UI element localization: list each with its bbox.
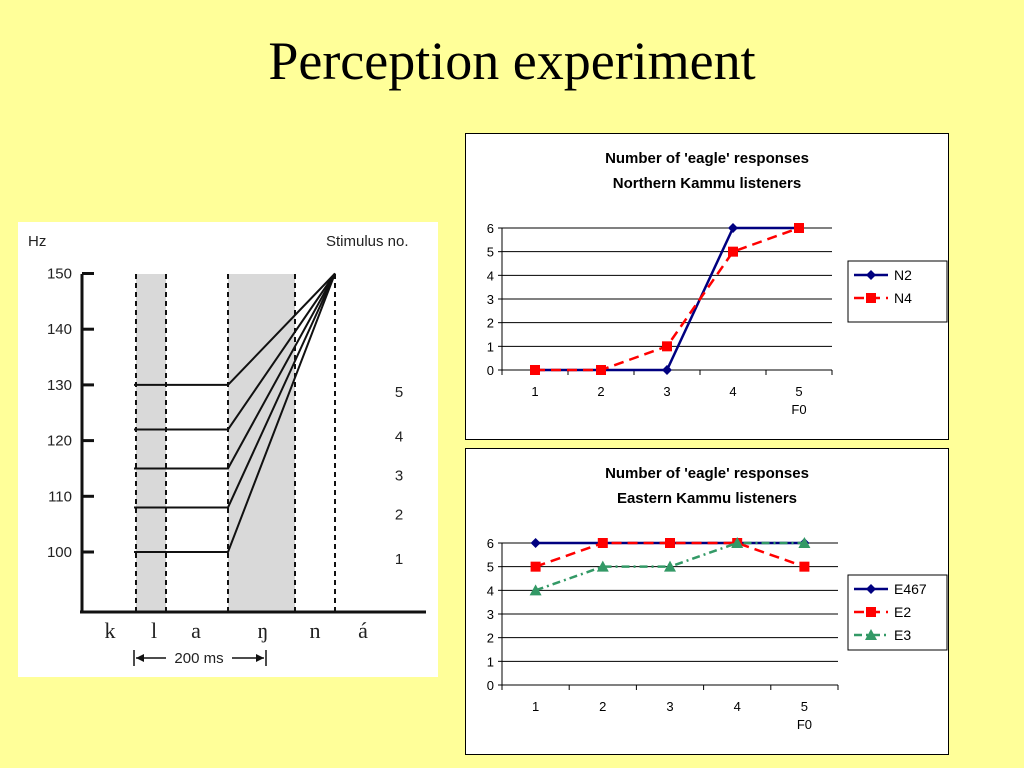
stimulus-number: 5	[395, 384, 403, 401]
data-point	[596, 365, 606, 375]
data-point	[665, 538, 675, 548]
data-point	[529, 584, 542, 596]
y-tick-label: 2	[487, 631, 494, 646]
duration-arrowhead	[136, 654, 144, 662]
y-tick-label: 5	[487, 245, 494, 260]
x-tick-label: 1	[532, 699, 539, 714]
stimulus-number: 3	[395, 467, 403, 484]
data-point	[597, 538, 608, 548]
chart-title: Number of 'eagle' responses	[605, 150, 809, 167]
segment-label: n	[310, 618, 321, 643]
data-point	[664, 560, 676, 572]
legend-label: N4	[894, 290, 912, 306]
data-point	[662, 341, 672, 352]
legend-box	[847, 574, 948, 651]
chart-eastern-kammu: Number of 'eagle' responses Eastern Kammu…	[465, 448, 949, 755]
x-tick-label: 5	[801, 699, 808, 714]
y-tick-label: 4	[487, 268, 494, 283]
data-point	[530, 365, 540, 375]
duration-label: 200 ms	[174, 650, 223, 667]
y-tick-label: 140	[47, 321, 72, 338]
chart-northern-svg: Number of 'eagle' responses Northern Kamm…	[487, 150, 948, 417]
data-point	[728, 246, 738, 257]
data-point	[530, 561, 541, 572]
data-point	[798, 537, 811, 548]
legend-marker	[866, 607, 876, 617]
y-tick-label: 120	[47, 433, 72, 450]
data-point	[731, 537, 744, 548]
data-point	[728, 223, 738, 233]
duration-arrowhead	[256, 654, 264, 662]
stimulus-contour	[134, 273, 336, 509]
y-tick-label: 6	[487, 221, 494, 236]
shaded-region	[228, 274, 295, 612]
x-axis-label: F0	[797, 717, 812, 732]
stimulus-number: 1	[395, 551, 403, 568]
y-tick-label: 5	[487, 560, 494, 575]
segment-label: ŋ	[258, 618, 269, 643]
slide-title: Perception experiment	[268, 31, 756, 91]
y-tick-label: 100	[47, 544, 72, 561]
stimulus-figure: Hz Stimulus no. 150 140 130 120 110 100 5 4 3 2 1 k l a…	[18, 222, 438, 677]
x-tick-label: 5	[795, 384, 802, 399]
y-tick-label: 3	[487, 607, 494, 622]
stimulus-number: 2	[395, 506, 403, 523]
x-tick-label: 4	[729, 384, 736, 399]
y-tick-label: 1	[487, 339, 494, 354]
y-tick-label: 1	[487, 654, 494, 669]
x-tick-label: 4	[734, 699, 741, 714]
y-tick-label: 2	[487, 316, 494, 331]
legend-marker	[865, 629, 877, 640]
x-axis-label: F0	[791, 402, 806, 417]
x-tick-label: 1	[531, 384, 538, 399]
legend-marker	[866, 293, 876, 303]
data-point	[662, 365, 672, 375]
shaded-region	[136, 274, 166, 612]
segment-label: k	[105, 618, 116, 643]
stimulus-contour	[134, 272, 336, 431]
stimulus-contour	[134, 272, 336, 386]
chart-title: Number of 'eagle' responses	[605, 465, 809, 482]
y-tick-label: 3	[487, 292, 494, 307]
data-point	[596, 560, 609, 572]
x-tick-label: 2	[597, 384, 604, 399]
stimulus-number: 4	[395, 428, 403, 445]
legend-label: N2	[894, 267, 912, 283]
chart-eastern-svg: Number of 'eagle' responses Eastern Kammu…	[487, 465, 948, 732]
legend-label: E2	[894, 604, 911, 620]
y-tick-label: 6	[487, 536, 494, 551]
legend-label: E3	[894, 627, 911, 643]
y-tick-label: 0	[487, 678, 494, 693]
segment-label: a	[191, 618, 201, 643]
data-point	[530, 538, 541, 548]
chart-subtitle: Northern Kammu listeners	[613, 175, 801, 192]
stimulus-contour	[134, 273, 336, 553]
y-tick-label: 130	[47, 377, 72, 394]
y-tick-label: 0	[487, 363, 494, 378]
legend-box	[847, 260, 948, 323]
data-point	[794, 223, 804, 233]
x-tick-label: 2	[599, 699, 606, 714]
legend-label: E467	[894, 581, 927, 597]
legend-marker	[866, 270, 876, 280]
segment-label: á	[358, 618, 368, 643]
stimulus-figure-svg: Hz Stimulus no. 150 140 130 120 110 100 5 4 3 2 1 k l a…	[28, 233, 426, 667]
y-unit-label: Hz	[28, 233, 46, 250]
y-tick-label: 150	[47, 266, 72, 283]
y-tick-label: 4	[487, 583, 494, 598]
segment-label: l	[151, 618, 157, 643]
chart-subtitle: Eastern Kammu listeners	[617, 490, 797, 507]
legend-marker	[866, 584, 876, 594]
data-point	[799, 561, 810, 572]
x-tick-label: 3	[663, 384, 670, 399]
stimulus-contour	[134, 273, 336, 470]
y-tick-label: 110	[48, 488, 72, 505]
chart-northern-kammu: Number of 'eagle' responses Northern Kamm…	[465, 133, 949, 440]
stimulus-header: Stimulus no.	[326, 233, 409, 250]
series-line	[535, 541, 805, 568]
x-tick-label: 3	[666, 699, 673, 714]
